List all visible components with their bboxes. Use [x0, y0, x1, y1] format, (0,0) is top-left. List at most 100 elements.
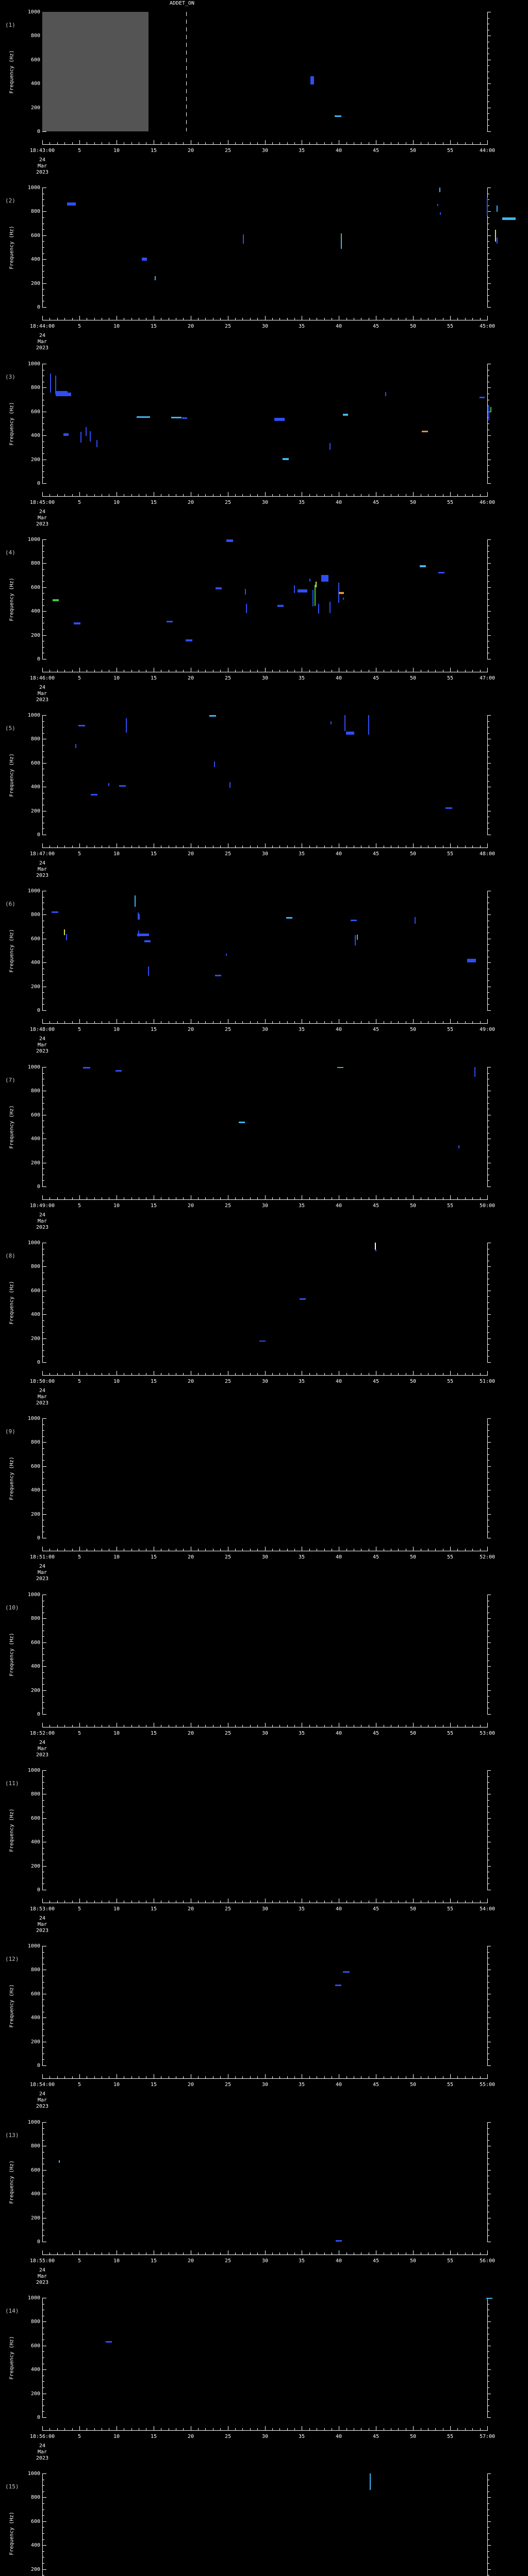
x-tick: [198, 318, 199, 320]
y-tick: [488, 265, 489, 266]
date-label: 2023: [36, 697, 49, 703]
y-tick: [488, 1684, 489, 1685]
y-tick: [43, 539, 46, 540]
y-tick-label: 800: [30, 2319, 40, 2325]
y-axis-line-right: [487, 364, 488, 484]
y-axis-line-right: [487, 891, 488, 1011]
detection-mark: [144, 940, 151, 942]
y-axis-line-left: [42, 1243, 43, 1363]
x-tick: [465, 318, 466, 320]
y-tick: [488, 211, 491, 212]
y-tick: [488, 1678, 489, 1679]
x-tick: [265, 2074, 266, 2078]
x-tick: [450, 492, 451, 496]
date-label: 24: [39, 685, 46, 690]
y-tick: [43, 2122, 46, 2123]
x-tick-label: 25: [224, 1906, 232, 1912]
detection-mark: [186, 639, 192, 641]
y-tick: [43, 2170, 46, 2171]
x-tick: [309, 142, 310, 144]
x-tick: [250, 2428, 251, 2430]
x-tick-label: 25: [224, 1554, 232, 1560]
x-tick: [57, 2076, 58, 2078]
y-tick: [43, 599, 44, 600]
y-tick: [43, 2351, 44, 2352]
x-tick-label: 20: [187, 2258, 194, 2264]
x-start-time-label: 18:43:00: [29, 148, 55, 154]
y-tick-label: 0: [37, 1887, 40, 1893]
x-tick: [64, 142, 65, 144]
x-tick: [257, 1021, 258, 1023]
x-tick: [257, 1549, 258, 1551]
spectrogram-panel: (5) Frequency (Hz) 0 200 400 600 800 1000 5 10 15 2…: [0, 703, 528, 879]
date-label: Mar: [37, 1922, 47, 1927]
x-tick: [131, 1725, 132, 1727]
detection-mark: [226, 539, 233, 542]
x-tick: [487, 1019, 488, 1023]
y-tick: [488, 453, 489, 454]
x-tick: [72, 1549, 73, 1551]
x-tick: [472, 845, 473, 848]
detection-mark: [351, 920, 357, 921]
x-tick: [472, 1725, 473, 1727]
x-tick-label: 10: [113, 1027, 120, 1032]
y-tick: [488, 2551, 489, 2552]
y-axis-line-left: [42, 1770, 43, 1890]
x-tick: [94, 2252, 95, 2255]
y-tick: [43, 2473, 46, 2474]
panel-index-label: (15): [5, 2483, 19, 2490]
y-tick: [488, 1103, 489, 1104]
x-tick: [131, 670, 132, 672]
detection-mark: [298, 589, 307, 592]
x-tick: [57, 670, 58, 672]
date-label: Mar: [37, 1218, 47, 1224]
x-tick-label: 40: [335, 324, 342, 329]
x-tick: [42, 140, 43, 144]
date-label: 2023: [36, 1752, 49, 1758]
y-tick: [43, 405, 44, 406]
x-tick: [205, 2428, 206, 2430]
detection-mark: [246, 604, 247, 613]
x-tick: [309, 2428, 310, 2430]
x-tick: [346, 1725, 347, 1727]
y-tick: [488, 2503, 489, 2504]
x-tick: [250, 1021, 251, 1023]
x-tick: [435, 845, 436, 848]
x-tick: [309, 1197, 310, 1199]
y-tick-label: 200: [30, 1512, 40, 1517]
x-tick-label: 25: [224, 148, 232, 154]
x-tick: [242, 142, 243, 144]
x-axis-line: [42, 2430, 488, 2431]
y-tick: [488, 1266, 491, 1267]
y-tick-label: 1000: [27, 1592, 40, 1598]
detection-mark: [437, 204, 438, 206]
x-tick: [398, 318, 399, 320]
y-tick-label: 200: [30, 2567, 40, 2572]
y-tick: [488, 1818, 491, 1819]
x-axis-line: [42, 1023, 488, 1024]
y-axis-line-left: [42, 715, 43, 835]
x-tick-label: 45: [372, 2434, 380, 2439]
x-tick-label: 40: [335, 1554, 342, 1560]
detection-mark: [138, 912, 139, 920]
y-tick: [43, 1696, 44, 1697]
detection-mark: [96, 440, 97, 447]
y-tick: [488, 1344, 489, 1345]
detection-mark: [336, 2240, 342, 2242]
x-tick: [94, 494, 95, 496]
x-tick: [131, 2428, 132, 2430]
x-tick: [220, 318, 221, 320]
detection-mark: [216, 587, 222, 589]
y-tick: [43, 563, 46, 564]
detection-mark: [375, 1243, 376, 1250]
x-tick-label: 15: [150, 2434, 157, 2439]
x-tick: [287, 845, 288, 848]
x-tick: [487, 1547, 488, 1551]
y-tick: [43, 557, 44, 558]
y-tick: [488, 763, 491, 764]
x-tick-label: 10: [113, 2258, 120, 2264]
x-tick: [220, 142, 221, 144]
y-tick-label: 1000: [27, 713, 40, 718]
y-tick: [488, 307, 491, 308]
y-tick: [43, 2387, 44, 2388]
